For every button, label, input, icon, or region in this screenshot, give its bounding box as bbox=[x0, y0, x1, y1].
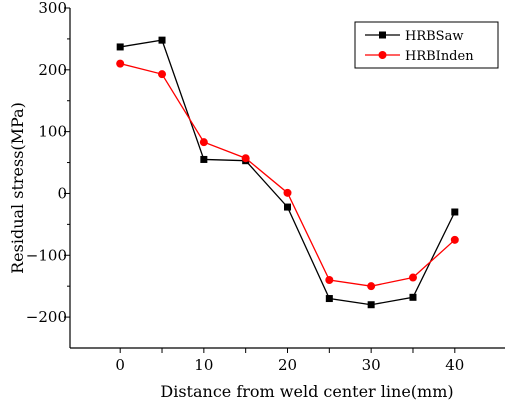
data-point-HRBSaw bbox=[451, 208, 459, 216]
data-point-HRBInden bbox=[450, 235, 459, 244]
x-tick-label: 10 bbox=[194, 356, 213, 374]
data-point-HRBInden bbox=[283, 188, 292, 197]
data-point-HRBSaw bbox=[409, 293, 417, 301]
x-tick-label: 20 bbox=[278, 356, 297, 374]
y-tick-label: 100 bbox=[38, 123, 67, 141]
data-point-HRBInden bbox=[116, 59, 125, 68]
series-line-HRBInden bbox=[120, 63, 456, 287]
data-point-HRBSaw bbox=[116, 43, 124, 51]
x-tick-label: 30 bbox=[362, 356, 381, 374]
y-tick-label: −100 bbox=[26, 246, 67, 264]
y-tick-label: 0 bbox=[57, 184, 67, 202]
x-tick-label: 40 bbox=[445, 356, 464, 374]
data-point-HRBInden bbox=[158, 70, 167, 79]
y-axis-title: Residual stress(MPa) bbox=[8, 102, 27, 274]
legend-marker-HRBInden bbox=[378, 51, 387, 59]
data-point-HRBInden bbox=[408, 273, 417, 282]
legend-label-HRBSaw: HRBSaw bbox=[405, 29, 463, 44]
legend-box bbox=[354, 21, 499, 69]
x-tick-label: 0 bbox=[115, 356, 125, 374]
y-tick-label: −200 bbox=[26, 308, 67, 326]
data-point-HRBInden bbox=[199, 138, 208, 147]
legend-marker-HRBSaw bbox=[379, 31, 386, 39]
data-point-HRBSaw bbox=[158, 36, 166, 44]
y-tick-label: 200 bbox=[38, 61, 67, 79]
plot-area: 0 10 20 30 40 −200 −100 0 100 200 300 bbox=[26, 0, 505, 374]
axis-ticks: 0 10 20 30 40 −200 −100 0 100 200 300 bbox=[26, 0, 465, 374]
data-point-HRBInden bbox=[241, 154, 250, 163]
legend-items: HRBSaw HRBInden bbox=[365, 29, 474, 64]
data-point-HRBSaw bbox=[325, 295, 333, 303]
x-axis-title: Distance from weld center line(mm) bbox=[160, 382, 453, 401]
legend: HRBSaw HRBInden bbox=[354, 21, 499, 69]
data-point-HRBInden bbox=[325, 276, 334, 284]
data-point-HRBSaw bbox=[284, 203, 291, 211]
series-layer bbox=[116, 36, 459, 309]
legend-label-HRBInden: HRBInden bbox=[405, 49, 474, 64]
series-line-HRBSaw bbox=[120, 39, 456, 306]
data-point-HRBInden bbox=[367, 282, 376, 291]
data-point-HRBSaw bbox=[367, 301, 375, 309]
y-tick-label: 300 bbox=[38, 0, 67, 17]
data-point-HRBSaw bbox=[200, 155, 208, 163]
